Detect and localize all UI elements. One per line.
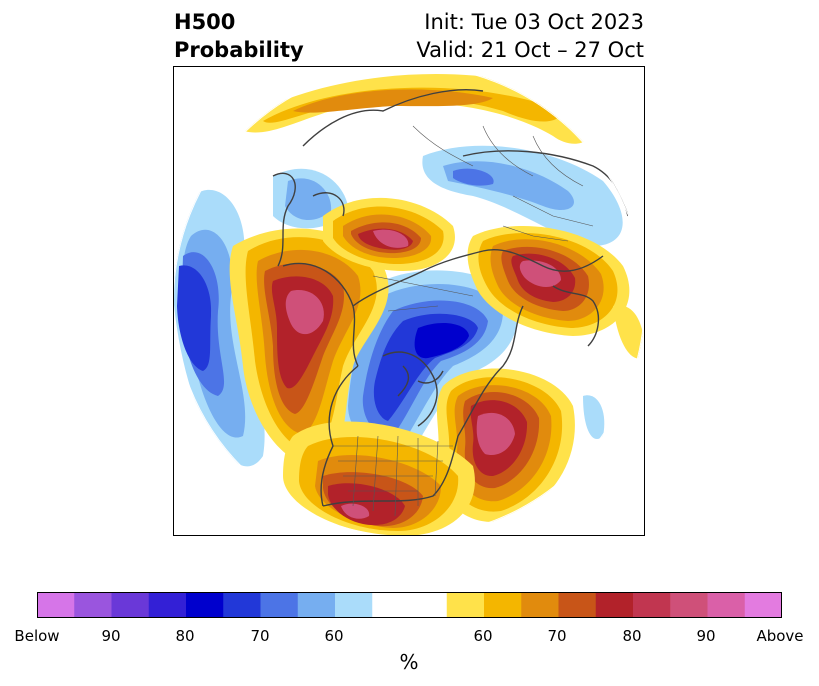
init-date: Init: Tue 03 Oct 2023 bbox=[424, 10, 644, 34]
colorbar-svg bbox=[37, 592, 782, 618]
colorbar-swatch bbox=[186, 592, 224, 618]
colorbar-tick: 60 bbox=[473, 627, 493, 645]
colorbar-swatch bbox=[74, 592, 112, 618]
colorbar-tick: 90 bbox=[696, 627, 716, 645]
chart-title: H500 Probability bbox=[174, 8, 304, 64]
title-line-1: H500 bbox=[174, 10, 236, 34]
probability-field bbox=[173, 66, 645, 536]
colorbar-tick: Above bbox=[756, 627, 804, 645]
map-border bbox=[173, 66, 645, 536]
colorbar-swatch bbox=[260, 592, 299, 618]
above-anomaly-west bbox=[229, 228, 389, 467]
colorbar-swatch bbox=[484, 592, 522, 618]
colorbar-tick: 80 bbox=[175, 627, 195, 645]
colorbar-swatch bbox=[223, 592, 261, 618]
below-anomaly-atlantic bbox=[583, 395, 605, 440]
colorbar-tick: 90 bbox=[101, 627, 121, 645]
colorbar-tick: 70 bbox=[547, 627, 567, 645]
colorbar-swatch bbox=[707, 592, 746, 618]
colorbar bbox=[37, 592, 782, 618]
colorbar-swatch bbox=[148, 592, 187, 618]
colorbar-swatch bbox=[37, 592, 75, 618]
above-anomaly-east bbox=[467, 226, 630, 336]
colorbar-tick: 80 bbox=[622, 627, 642, 645]
above-anomaly-north bbox=[323, 197, 455, 271]
borders bbox=[333, 125, 594, 517]
above-anomaly-rim-east bbox=[613, 305, 645, 359]
colorbar-tick: Below bbox=[14, 627, 60, 645]
colorbar-swatch bbox=[372, 592, 410, 618]
colorbar-swatch bbox=[670, 592, 708, 618]
map-svg bbox=[173, 66, 645, 536]
valid-dates: Valid: 21 Oct – 27 Oct bbox=[416, 38, 644, 62]
colorbar-swatch bbox=[335, 592, 373, 618]
colorbar-unit: % bbox=[399, 650, 419, 674]
colorbar-swatch bbox=[446, 592, 485, 618]
above-anomaly-arctic-rim bbox=[233, 73, 595, 144]
colorbar-tick: 70 bbox=[250, 627, 270, 645]
colorbar-swatch bbox=[558, 592, 597, 618]
probability-map bbox=[173, 66, 645, 536]
colorbar-tick: 60 bbox=[324, 627, 344, 645]
forecast-dates: Init: Tue 03 Oct 2023 Valid: 21 Oct – 27… bbox=[416, 8, 644, 64]
colorbar-swatch bbox=[297, 592, 336, 618]
colorbar-swatch bbox=[409, 592, 448, 618]
colorbar-swatch bbox=[633, 592, 671, 618]
colorbar-swatch bbox=[521, 592, 559, 618]
colorbar-swatch bbox=[595, 592, 634, 618]
colorbar-border bbox=[37, 592, 782, 618]
colorbar-swatch bbox=[744, 592, 782, 618]
colorbar-swatch bbox=[111, 592, 150, 618]
title-line-2: Probability bbox=[174, 38, 304, 62]
coastlines bbox=[272, 89, 629, 507]
